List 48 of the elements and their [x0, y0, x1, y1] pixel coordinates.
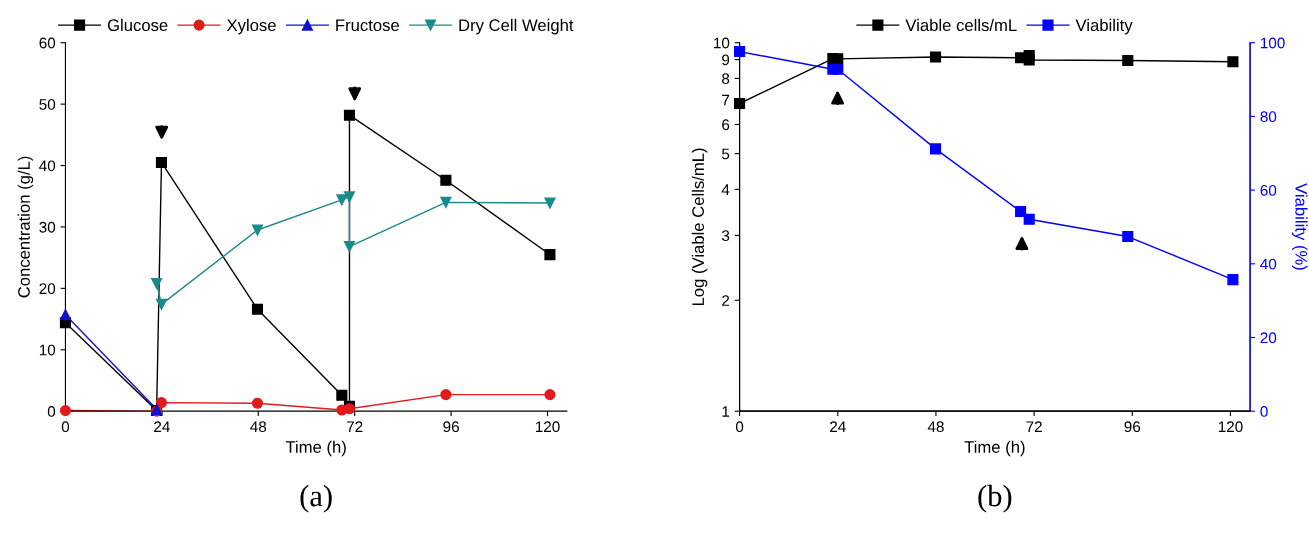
y-axis-title: Log (Viable Cells/mL) [691, 148, 708, 306]
x-tick-label: 48 [927, 421, 944, 433]
y2-tick-label: 100 [1260, 37, 1285, 49]
text: (b) [978, 484, 1012, 513]
x-axis-title: Time (h) [964, 440, 1025, 457]
y-tick-label: 0 [47, 406, 56, 417]
y-tick-label: 2 [722, 295, 730, 306]
x-tick-label: 0 [735, 421, 744, 433]
x-tick-label: 24 [830, 421, 846, 432]
legend-label: Glucose [107, 18, 168, 32]
x-tick-label: 96 [443, 421, 459, 433]
y2-tick-label: 0 [1260, 406, 1268, 417]
legend-label: Viable cells/mL [905, 18, 1017, 32]
y-tick-label: 6 [722, 119, 730, 131]
y-tick-label: 5 [721, 148, 730, 160]
y-tick-label: 9 [722, 54, 730, 66]
y-tick-label: 10 [39, 344, 56, 356]
y-tick-label: 10 [714, 37, 730, 49]
legend-label: Dry Cell Weight [459, 18, 574, 35]
x-tick-label: 72 [346, 421, 363, 432]
y2-tick-label: 20 [1260, 332, 1277, 344]
legend-label: Xylose [226, 18, 276, 35]
y-tick-label: 7 [722, 94, 730, 106]
x-tick-label: 48 [250, 421, 267, 433]
y2-axis-title: Viability (%) [1291, 183, 1308, 270]
y-tick-label: 1 [722, 406, 730, 417]
y-tick-label: 60 [39, 37, 56, 49]
text: (a) [300, 484, 332, 513]
y-tick-label: 8 [722, 73, 730, 85]
y-tick-label: 40 [39, 160, 56, 172]
x-tick-label: 96 [1124, 421, 1141, 433]
x-tick-label: 0 [61, 421, 70, 433]
legend-label: Fructose [336, 19, 399, 32]
y2-tick-label: 40 [1260, 258, 1277, 270]
y-tick-label: 4 [721, 184, 730, 195]
y2-tick-label: 80 [1260, 111, 1277, 123]
y-tick-label: 20 [39, 283, 56, 295]
y-tick-label: 3 [721, 230, 730, 242]
y2-tick-label: 60 [1260, 184, 1277, 196]
y-axis-title: Concentration (g/L) [17, 156, 34, 298]
y-tick-label: 50 [39, 99, 56, 110]
y-tick-label: 30 [39, 221, 56, 233]
x-tick-label: 72 [1026, 421, 1042, 432]
x-axis-title: Time (h) [285, 440, 346, 457]
x-tick-label: 120 [535, 421, 560, 433]
legend-label: Viability [1075, 18, 1133, 35]
x-tick-label: 120 [1218, 421, 1243, 433]
x-tick-label: 24 [154, 421, 170, 432]
